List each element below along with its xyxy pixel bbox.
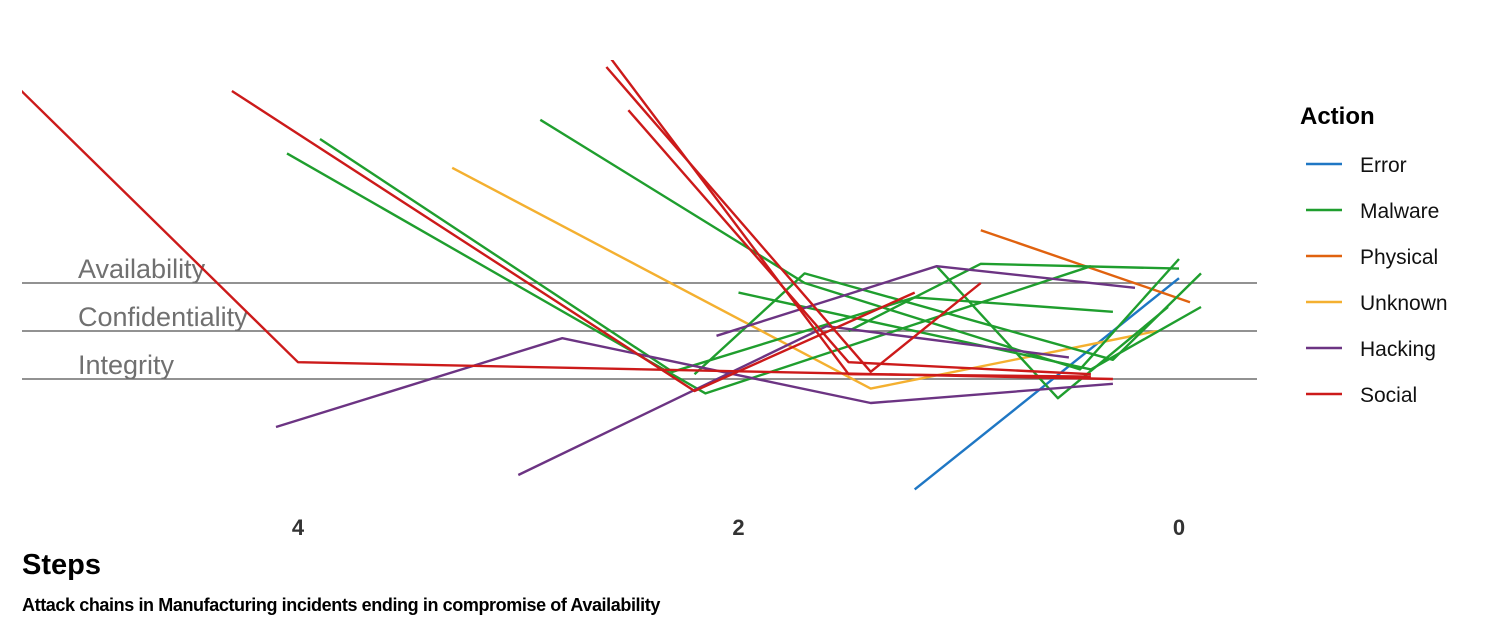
x-ticks: 4 2 0 [292,515,1185,540]
series-line-social-18 [610,60,1091,378]
reference-lines: Availability Confidentiality Integrity [22,254,1257,380]
series-line-malware-4 [286,152,1092,395]
chart-title: Attack chains in Manufacturing incidents… [22,595,660,615]
series-line-social-17 [627,109,1091,376]
series-line-malware-7 [693,272,1202,376]
reference-label-confidentiality: Confidentiality [78,302,248,332]
legend-title: Action [1300,103,1375,130]
legend-label-unknown: Unknown [1360,292,1448,315]
series-lines [22,60,1202,491]
legend: Action Error Malware Physical Unknown Hacking… [1300,103,1448,407]
series-line-hacking-12 [517,325,1070,477]
series-line-unknown-3 [451,166,1158,390]
series-line-hacking-11 [275,337,1113,429]
series-line-malware-9 [935,265,1169,400]
x-axis-title: Steps [22,549,101,581]
series-line-malware-5 [319,137,1113,373]
legend-label-malware: Malware [1360,200,1439,223]
reference-label-integrity: Integrity [78,350,175,380]
series-line-hacking-13 [716,265,1136,337]
legend-label-social: Social [1360,384,1417,407]
series-line-malware-8 [848,262,1180,333]
x-tick-label-2: 2 [732,515,744,540]
series-line-malware-6 [539,118,1180,371]
x-tick-label-4: 4 [292,515,305,540]
series-line-error-1 [913,277,1180,491]
legend-label-hacking: Hacking [1360,338,1436,361]
x-tick-label-0: 0 [1173,515,1185,540]
series-line-social-16 [605,66,982,373]
legend-label-error: Error [1360,154,1407,177]
series-line-social-15 [231,89,916,393]
legend-label-physical: Physical [1360,246,1438,269]
series-line-social-14 [22,89,1113,381]
reference-label-availability: Availability [78,254,206,284]
